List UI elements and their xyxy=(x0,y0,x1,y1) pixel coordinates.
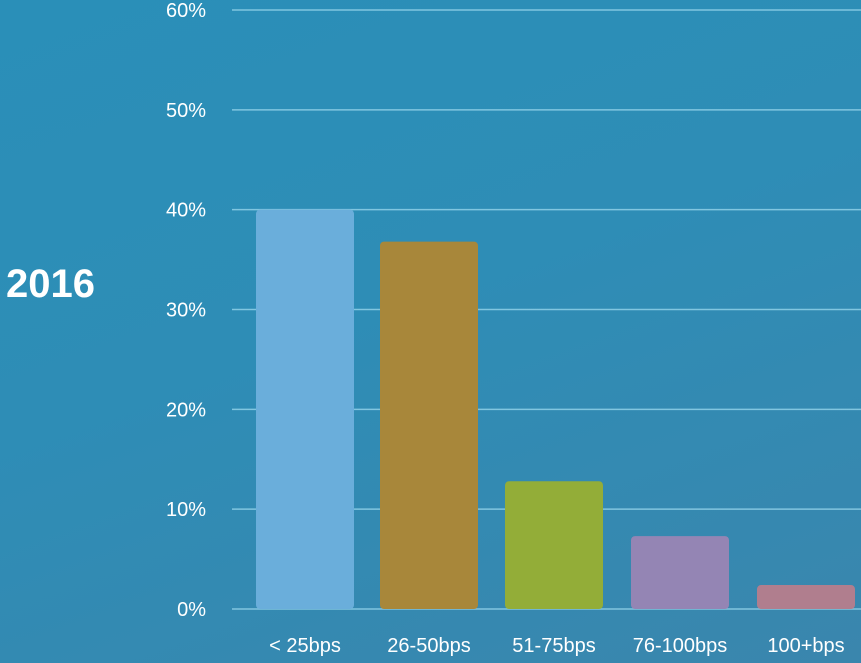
bar xyxy=(380,241,478,609)
bar xyxy=(256,209,354,609)
y-tick-label: 20% xyxy=(166,399,206,421)
bar xyxy=(505,481,603,609)
bar xyxy=(757,585,855,609)
x-tick-label: 51-75bps xyxy=(512,635,595,657)
bar xyxy=(631,536,729,609)
y-tick-label: 60% xyxy=(166,0,206,22)
y-tick-label: 40% xyxy=(166,200,206,222)
y-tick-label: 30% xyxy=(166,300,206,322)
year-label: 2016 xyxy=(6,262,95,306)
x-tick-label: 100+bps xyxy=(767,635,844,657)
y-tick-label: 10% xyxy=(166,499,206,521)
x-tick-label: 76-100bps xyxy=(633,635,728,657)
x-tick-label: 26-50bps xyxy=(387,635,470,657)
y-tick-label: 50% xyxy=(166,100,206,122)
y-tick-label: 0% xyxy=(177,599,206,621)
x-tick-label: < 25bps xyxy=(269,635,341,657)
